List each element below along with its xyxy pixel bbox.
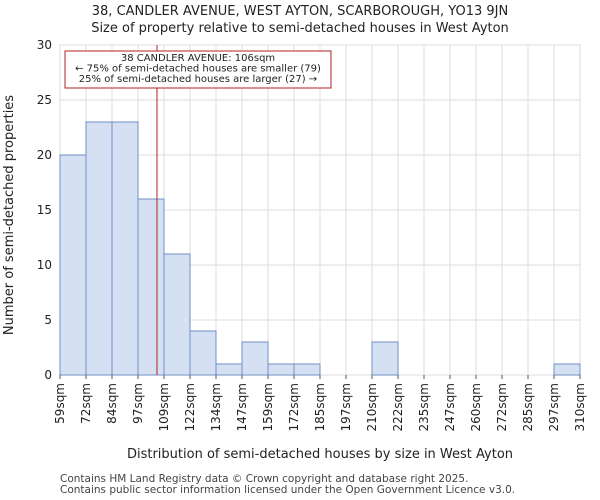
x-tick-label: 97sqm [131, 383, 145, 424]
bar [241, 341, 269, 376]
x-tick-label: 172sqm [287, 383, 301, 431]
bars [59, 121, 581, 376]
x-axis-label: Distribution of semi-detached houses by … [127, 447, 513, 462]
x-tick-label: 122sqm [183, 383, 197, 431]
footer-licence: Contains public sector information licen… [60, 484, 516, 496]
x-tick-label: 185sqm [313, 383, 327, 431]
x-tick-label: 297sqm [547, 383, 561, 431]
x-tick-label: 159sqm [261, 383, 275, 431]
x-tick-label: 134sqm [209, 383, 223, 431]
bar [553, 363, 581, 376]
y-tick-label: 30 [37, 38, 52, 52]
y-tick-label: 0 [44, 368, 52, 382]
bar [267, 363, 295, 376]
bar [111, 121, 139, 376]
x-tick-label: 310sqm [573, 383, 587, 431]
bar [293, 363, 321, 376]
bar [163, 253, 191, 376]
x-tick-label: 109sqm [157, 383, 171, 431]
annotation-line-3: 25% of semi-detached houses are larger (… [79, 74, 317, 85]
x-tick-label: 72sqm [79, 383, 93, 424]
chart-subtitle: Size of property relative to semi-detach… [91, 21, 509, 36]
bar [59, 154, 87, 376]
y-axis-ticks: 0 5 10 15 20 25 30 [37, 38, 52, 382]
footer-copyright: Contains HM Land Registry data © Crown c… [60, 473, 469, 485]
x-tick-label: 59sqm [53, 383, 67, 424]
x-tick-label: 84sqm [105, 383, 119, 424]
bar [85, 121, 113, 376]
bar [189, 330, 217, 376]
x-tick-label: 222sqm [391, 383, 405, 431]
bar [137, 198, 165, 376]
y-tick-label: 25 [37, 93, 52, 107]
y-tick-label: 15 [37, 203, 52, 217]
x-tick-label: 285sqm [521, 383, 535, 431]
annotation-box [64, 50, 332, 89]
x-tick-label: 197sqm [339, 383, 353, 431]
annotation-line-2: ← 75% of semi-detached houses are smalle… [75, 64, 321, 75]
x-axis-ticks: 59sqm 72sqm 84sqm 97sqm 109sqm 122sqm 134sqm 14… [53, 375, 587, 431]
annotation-line-1: 38 CANDLER AVENUE: 106sqm [121, 53, 275, 64]
x-tick-label: 147sqm [235, 383, 249, 431]
chart-title: 38, CANDLER AVENUE, WEST AYTON, SCARBORO… [92, 4, 508, 19]
y-tick-label: 10 [37, 258, 52, 272]
bar [215, 363, 243, 376]
y-axis-label: Number of semi-detached properties [2, 95, 17, 335]
x-tick-label: 235sqm [417, 383, 431, 431]
x-tick-label: 210sqm [365, 383, 379, 431]
x-tick-label: 272sqm [495, 383, 509, 431]
x-tick-label: 247sqm [443, 383, 457, 431]
y-tick-label: 20 [37, 148, 52, 162]
bar [371, 341, 399, 376]
y-tick-label: 5 [44, 313, 52, 327]
x-tick-label: 260sqm [469, 383, 483, 431]
